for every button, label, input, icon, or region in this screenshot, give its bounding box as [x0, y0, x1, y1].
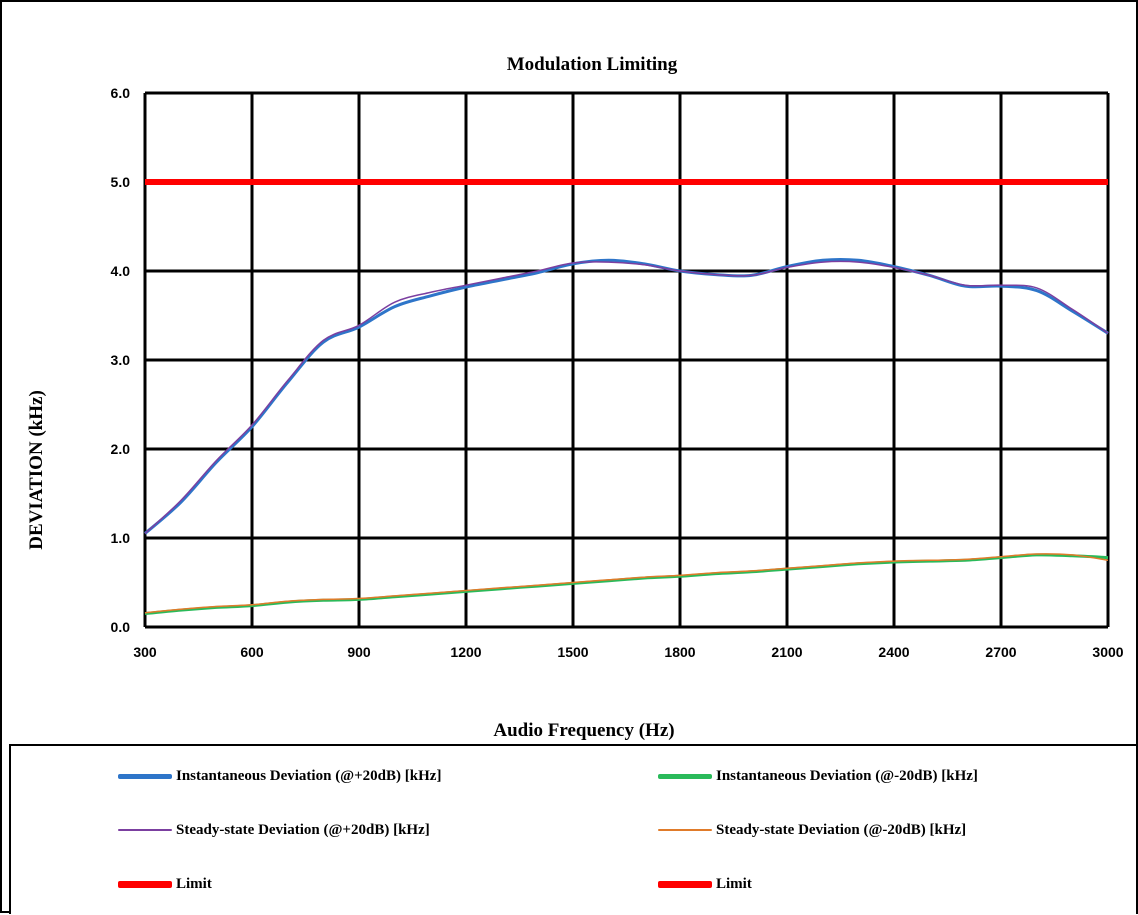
y-tick-labels: 0.0 1.0 2.0 3.0 4.0 5.0 6.0 [111, 85, 131, 635]
x-tick-label: 1200 [450, 644, 481, 660]
legend: Instantaneous Deviation (@+20dB) [kHz] I… [9, 744, 1138, 914]
series-line-steady-plus20 [144, 260, 1109, 535]
legend-label: Limit [716, 875, 752, 892]
y-tick-label: 4.0 [111, 263, 131, 279]
x-tick-label: 2700 [985, 644, 1016, 660]
series-lines [144, 179, 1109, 616]
y-tick-label: 6.0 [111, 85, 131, 101]
x-tick-label: 2400 [878, 644, 909, 660]
x-tick-label: 2100 [771, 644, 802, 660]
x-tick-label: 900 [347, 644, 371, 660]
legend-label: Instantaneous Deviation (@+20dB) [kHz] [176, 767, 442, 784]
legend-item-limit: Limit [118, 872, 212, 896]
legend-item-limit-2: Limit [658, 872, 752, 896]
legend-label: Steady-state Deviation (@-20dB) [kHz] [716, 821, 967, 838]
x-tick-label: 300 [133, 644, 157, 660]
y-tick-label: 1.0 [111, 530, 131, 546]
legend-swatch [118, 880, 172, 888]
y-tick-label: 2.0 [111, 441, 131, 457]
y-tick-label: 0.0 [111, 619, 131, 635]
y-axis-title: DEVIATION (kHz) [26, 390, 47, 550]
y-tick-label: 3.0 [111, 352, 131, 368]
series-line-instantaneous-plus20 [144, 258, 1109, 535]
legend-swatch [118, 829, 172, 831]
gridlines [143, 91, 1110, 629]
series-line-instantaneous-minus20 [144, 553, 1109, 616]
x-tick-labels: 300 600 900 1200 1500 1800 2100 2400 2700 3000 [133, 644, 1123, 660]
x-tick-label: 600 [240, 644, 264, 660]
series-line-steady-minus20 [144, 553, 1109, 614]
legend-label: Limit [176, 875, 212, 892]
legend-item-instantaneous-minus20: Instantaneous Deviation (@-20dB) [kHz] [658, 764, 978, 788]
legend-item-steady-plus20: Steady-state Deviation (@+20dB) [kHz] [118, 818, 430, 842]
x-tick-label: 3000 [1092, 644, 1123, 660]
legend-swatch [658, 880, 712, 888]
chart-title: Modulation Limiting [507, 54, 678, 75]
x-tick-label: 1500 [557, 644, 588, 660]
legend-swatch [118, 773, 172, 779]
y-tick-label: 5.0 [111, 174, 131, 190]
x-tick-label: 1800 [664, 644, 695, 660]
legend-swatch [658, 829, 712, 831]
x-axis-title: Audio Frequency (Hz) [493, 720, 674, 741]
legend-item-steady-minus20: Steady-state Deviation (@-20dB) [kHz] [658, 818, 966, 842]
legend-item-instantaneous-plus20: Instantaneous Deviation (@+20dB) [kHz] [118, 764, 441, 788]
legend-label: Instantaneous Deviation (@-20dB) [kHz] [716, 767, 978, 784]
legend-label: Steady-state Deviation (@+20dB) [kHz] [176, 821, 430, 838]
legend-swatch [658, 773, 712, 779]
